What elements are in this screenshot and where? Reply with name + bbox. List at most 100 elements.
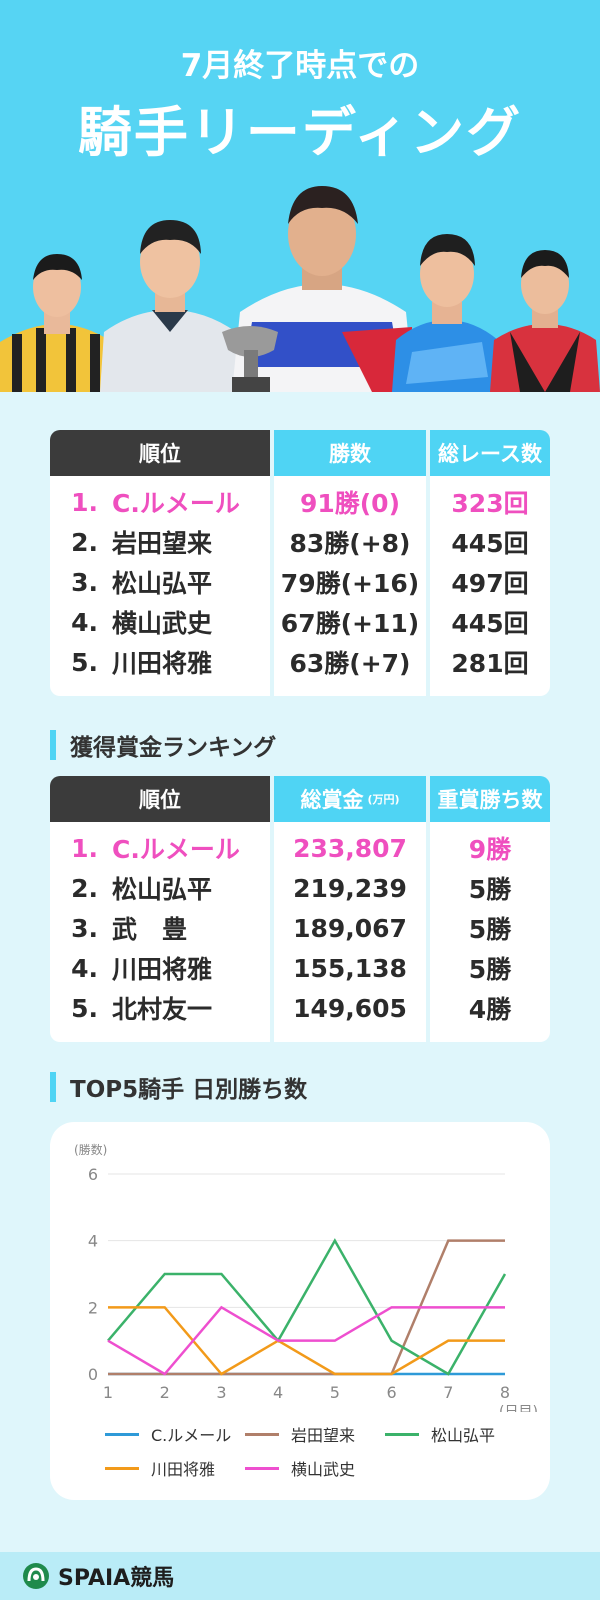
header-total-prize-label: 総賞金 <box>300 788 364 812</box>
table-row-rank-name: 4. 川田将雅 <box>50 948 270 988</box>
section-title-prize: 獲得賞金ランキング <box>50 728 276 762</box>
jockey-name: 武 豊 <box>112 915 188 944</box>
x-axis-label: (日目) <box>499 1404 538 1412</box>
legend-item: 川田将雅 <box>105 1456 215 1480</box>
table-row-rank-name: 2. 岩田望来 <box>50 522 270 562</box>
rank-number: 3. <box>71 567 98 597</box>
y-tick-label: 0 <box>88 1365 98 1384</box>
x-tick-label: 7 <box>443 1383 453 1402</box>
wins-column <box>274 476 426 696</box>
rank-number: 4. <box>71 953 98 983</box>
rank-number: 1. <box>71 487 98 517</box>
races-cell: 323回 <box>451 489 529 518</box>
y-tick-label: 4 <box>88 1232 98 1251</box>
header-grade-wins: 重賞勝ち数 <box>430 776 550 822</box>
header-rank: 順位 <box>50 776 270 822</box>
grade-wins-cell: 9勝 <box>468 835 512 864</box>
series-line-5 <box>107 1305 505 1376</box>
logo-text: SPAIA競馬 <box>58 1566 175 1591</box>
legend-label: 川田将雅 <box>151 1460 216 1479</box>
legend-swatch <box>105 1466 139 1470</box>
section-marker <box>50 730 56 760</box>
table-row-rank-name: 1. C.ルメール <box>50 482 270 522</box>
rank-number: 5. <box>71 647 98 677</box>
table-row-rank-name: 5. 北村友一 <box>50 988 270 1028</box>
prize-cell: 233,807 <box>293 833 407 863</box>
table-row-rank-name: 3. 武 豊 <box>50 908 270 948</box>
prize-table: 順位 総賞金 (万円) 重賞勝ち数 1. C.ルメール 233,807 9勝 2. 松山弘平… <box>50 776 550 1042</box>
jockey-name: 横山武史 <box>112 609 213 638</box>
grade-wins-cell: 4勝 <box>468 995 512 1024</box>
prize-cell: 149,605 <box>293 993 407 1023</box>
header-banner: 7月終了時点での 騎手リーディング <box>0 0 600 392</box>
rank-number: 4. <box>71 607 98 637</box>
wins-cell: 63勝(+7) <box>289 649 411 678</box>
jockey-name: 松山弘平 <box>112 875 213 904</box>
x-tick-label: 2 <box>160 1383 170 1402</box>
line-chart: (勝数) 0 2 4 6 1 2 3 4 5 6 7 8 (日目) <box>74 1142 538 1412</box>
x-tick-label: 6 <box>386 1383 396 1402</box>
races-cell: 445回 <box>451 609 529 638</box>
section-title-text: TOP5騎手 日別勝ち数 <box>70 1077 308 1103</box>
grade-wins-cell: 5勝 <box>468 875 512 904</box>
header-unit: (万円) <box>367 793 400 806</box>
prize-cell: 219,239 <box>293 873 407 903</box>
legend-label: 松山弘平 <box>431 1426 496 1445</box>
header-title: 騎手リーディング <box>77 101 523 164</box>
legend-item: 松山弘平 <box>385 1422 495 1446</box>
grade-column <box>430 822 550 1042</box>
jockey-name: 松山弘平 <box>112 569 213 598</box>
header-subtitle: 7月終了時点での <box>180 48 420 84</box>
races-cell: 497回 <box>451 569 529 598</box>
grade-wins-cell: 5勝 <box>468 915 512 944</box>
jockey-photo <box>392 212 502 392</box>
legend-item: 岩田望来 <box>245 1422 355 1446</box>
table-row-rank-name: 2. 松山弘平 <box>50 868 270 908</box>
legend-label: C.ルメール <box>151 1426 232 1445</box>
legend-item: C.ルメール <box>105 1422 231 1446</box>
prize-cell: 155,138 <box>293 953 407 983</box>
table-row-rank-name: 5. 川田将雅 <box>50 642 270 682</box>
races-column <box>430 476 550 696</box>
jockey-name: C.ルメール <box>112 835 240 864</box>
header-total-races: 総レース数 <box>430 430 550 476</box>
rank-number: 5. <box>71 993 98 1023</box>
rank-number: 3. <box>71 913 98 943</box>
wins-cell: 91勝(0) <box>299 489 401 518</box>
y-tick-label: 6 <box>88 1165 98 1184</box>
footer: SPAIA競馬 <box>0 1552 600 1600</box>
wins-table: 順位 勝数 総レース数 1. C.ルメール 91勝(0) 323回 2. 岩田望来 83勝(… <box>50 430 550 696</box>
x-tick-label: 1 <box>103 1383 113 1402</box>
x-tick-label: 8 <box>500 1383 510 1402</box>
legend-swatch <box>245 1432 279 1436</box>
header-rank: 順位 <box>50 430 270 476</box>
prize-cell: 189,067 <box>293 913 407 943</box>
races-cell: 281回 <box>451 649 529 678</box>
y-axis-label: (勝数) <box>74 1142 107 1157</box>
jockey-photos <box>0 162 600 392</box>
table-row-rank-name: 3. 松山弘平 <box>50 562 270 602</box>
jockey-name: 岩田望来 <box>112 529 213 558</box>
table-row-rank-name: 4. 横山武史 <box>50 602 270 642</box>
series-line-3 <box>107 1238 507 1376</box>
wins-cell: 67勝(+11) <box>280 609 420 638</box>
jockey-photo <box>0 232 115 392</box>
chart-legend: C.ルメール 岩田望来 松山弘平川田将雅 横山武史 <box>105 1422 525 1492</box>
grade-wins-cell: 5勝 <box>468 955 512 984</box>
spaia-logo: SPAIA競馬 <box>22 1560 174 1592</box>
series-line-2 <box>108 1239 505 1376</box>
legend-swatch <box>245 1466 279 1470</box>
y-tick-label: 2 <box>88 1298 98 1317</box>
races-cell: 445回 <box>451 529 529 558</box>
prize-column <box>274 822 426 1042</box>
rank-column <box>50 476 270 696</box>
section-marker <box>50 1072 56 1102</box>
section-title-chart: TOP5騎手 日別勝ち数 <box>50 1070 307 1104</box>
x-tick-label: 5 <box>330 1383 340 1402</box>
jockey-name: 川田将雅 <box>112 649 213 678</box>
jockey-name: 北村友一 <box>112 995 213 1024</box>
horseshoe-icon <box>23 1563 49 1589</box>
rank-number: 2. <box>71 527 98 557</box>
series-line-4 <box>108 1306 505 1376</box>
legend-item: 横山武史 <box>245 1456 355 1480</box>
